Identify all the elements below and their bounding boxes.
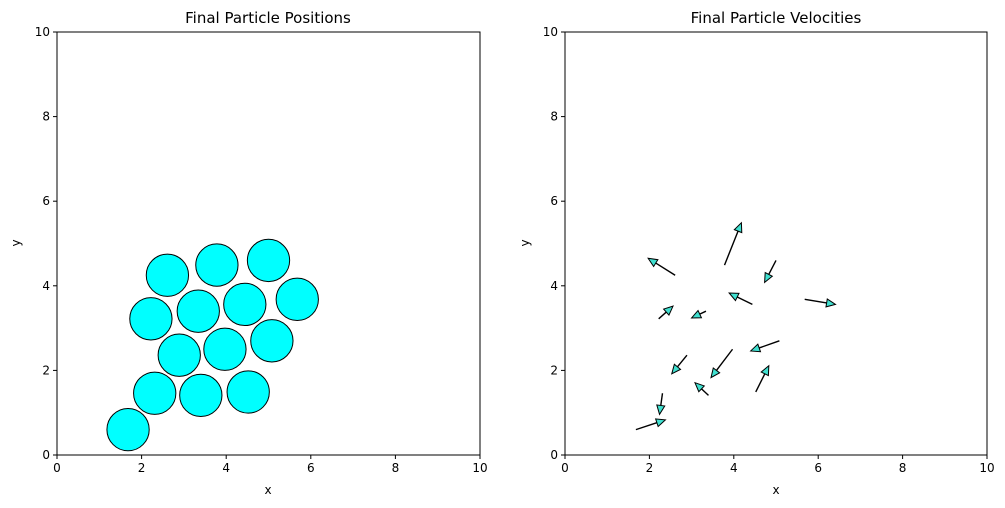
particle-circle [275,277,319,321]
particle-circle [106,407,150,452]
positions-y-tick-label: 6 [42,194,50,208]
velocities-x-tick-label: 0 [561,461,569,475]
positions-x-tick-label: 2 [138,461,146,475]
velocities-plot-area [635,221,837,431]
positions-title: Final Particle Positions [185,9,351,27]
velocity-arrow-head [647,257,659,268]
velocity-arrow-head [749,343,762,353]
positions-plot-area [106,238,319,452]
velocity-arrow-shaft [676,354,688,368]
velocities-axes-frame [564,31,988,456]
velocity-arrow-head [728,292,740,302]
velocity-arrow-head [656,404,666,416]
velocity-arrow [658,305,674,320]
velocity-arrow [670,354,688,375]
velocity-arrow [690,309,707,319]
velocity-arrow-shaft [758,340,780,349]
velocity-arrow [755,364,770,393]
velocities-x-tick-label: 4 [730,461,738,475]
velocity-arrow-head [760,364,770,377]
positions-x-tick-label: 6 [307,461,315,475]
velocity-arrow [694,381,709,396]
positions-axes-frame [56,31,481,456]
velocity-arrow-head [764,271,774,284]
velocities-y-tick-label: 2 [550,363,558,377]
particle-circle [179,373,223,418]
positions-y-tick-label: 2 [42,363,50,377]
positions-x-tick-label: 0 [53,461,61,475]
velocities-y-tick-label: 8 [550,110,558,124]
velocity-arrow [710,348,734,379]
velocities-x-tick-label: 6 [814,461,822,475]
particle-circle [145,253,190,297]
positions-plot: Final Particle Positions 0 2 4 6 8 10 0 2 4 6 8 10… [9,9,488,497]
positions-y-tick-label: 10 [35,25,50,39]
velocity-arrow-shaft [736,296,753,306]
particle-circle [157,333,201,377]
velocity-arrow [647,257,676,276]
velocities-title: Final Particle Velocities [691,9,862,27]
positions-x-ticks: 0 2 4 6 8 10 [53,455,488,475]
particle-circle [223,282,267,327]
velocity-arrow-head [733,221,743,234]
particle-circle [226,370,270,414]
velocity-arrow [728,292,753,306]
particle-circle [129,297,173,341]
velocity-arrow [635,418,667,431]
positions-y-ticks: 0 2 4 6 8 10 [35,25,57,462]
velocity-arrow [656,393,666,416]
velocity-arrow-head [654,418,667,428]
velocity-arrow-head [825,298,837,308]
particle-circle [250,319,294,363]
velocity-arrow-shaft [715,348,734,371]
velocity-arrow [749,340,780,353]
velocities-x-tick-label: 8 [899,461,907,475]
positions-x-tick-label: 10 [472,461,487,475]
particle-circle [133,371,177,415]
velocity-arrow-head [710,367,721,379]
velocity-arrow-head [694,381,706,393]
velocities-y-label: y [518,239,532,246]
positions-y-tick-label: 8 [42,110,50,124]
particle-circle [203,327,247,371]
velocity-arrow [723,221,743,266]
velocities-x-label: x [772,483,779,497]
velocity-arrow-shaft [723,230,739,266]
velocity-arrow-shaft [635,422,658,431]
velocity-arrow-shaft [699,310,707,315]
velocity-arrow-shaft [755,373,766,393]
velocity-arrow [764,260,777,284]
particle-circle [176,289,220,333]
velocities-y-tick-label: 6 [550,194,558,208]
velocities-y-tick-label: 0 [550,448,558,462]
velocities-x-tick-label: 2 [646,461,654,475]
velocities-x-tick-label: 10 [979,461,994,475]
positions-y-tick-label: 4 [42,279,50,293]
velocities-y-ticks: 0 2 4 6 8 10 [543,25,565,462]
particle-circle [246,238,291,283]
velocity-arrow-shaft [768,260,777,275]
velocity-arrow-head [662,305,674,316]
positions-y-label: y [9,239,23,246]
particle-circle [195,243,239,287]
velocities-y-tick-label: 4 [550,279,558,293]
velocity-arrow-shaft [701,388,709,396]
velocity-arrow-shaft [655,262,676,276]
velocity-arrow-shaft [804,298,827,304]
velocities-x-ticks: 0 2 4 6 8 10 [561,455,995,475]
positions-y-tick-label: 0 [42,448,50,462]
positions-x-label: x [264,483,271,497]
velocity-arrow-shaft [658,311,667,320]
velocities-y-tick-label: 10 [543,25,558,39]
positions-x-tick-label: 8 [392,461,400,475]
velocity-arrow-head [670,363,682,375]
velocities-plot: Final Particle Velocities 0 2 4 6 8 10 0 2 4 6 8 1… [518,9,995,497]
velocity-arrow-shaft [660,393,664,406]
positions-x-tick-label: 4 [222,461,230,475]
velocity-arrow [804,298,837,308]
velocity-arrow-head [690,309,703,319]
